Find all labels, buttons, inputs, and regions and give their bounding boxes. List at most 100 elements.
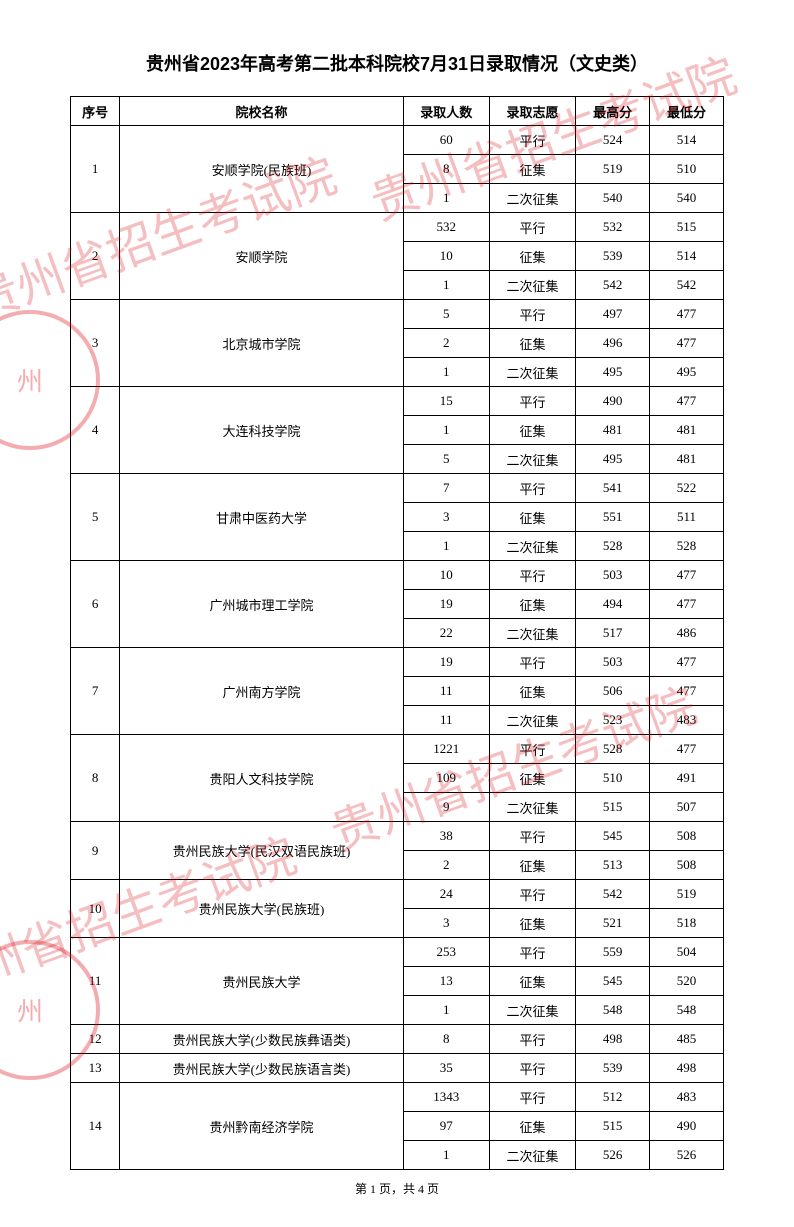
- table-row: 10贵州民族大学(民族班)24平行542519: [71, 880, 724, 909]
- cell-school-name: 大连科技学院: [120, 387, 403, 474]
- cell-count: 2: [403, 329, 489, 358]
- cell-type: 平行: [489, 938, 575, 967]
- cell-type: 征集: [489, 677, 575, 706]
- cell-school-name: 贵阳人文科技学院: [120, 735, 403, 822]
- cell-school-name: 贵州民族大学(民汉双语民族班): [120, 822, 403, 880]
- cell-school-name: 广州南方学院: [120, 648, 403, 735]
- stamp-text: 州: [17, 362, 43, 399]
- cell-type: 征集: [489, 764, 575, 793]
- page-title: 贵州省2023年高考第二批本科院校7月31日录取情况（文史类）: [70, 50, 724, 76]
- cell-count: 2: [403, 851, 489, 880]
- cell-low: 519: [650, 880, 724, 909]
- cell-count: 8: [403, 155, 489, 184]
- cell-high: 497: [576, 300, 650, 329]
- cell-index: 8: [71, 735, 120, 822]
- cell-count: 1221: [403, 735, 489, 764]
- cell-type: 征集: [489, 909, 575, 938]
- table-row: 7广州南方学院19平行503477: [71, 648, 724, 677]
- cell-low: 498: [650, 1054, 724, 1083]
- cell-type: 征集: [489, 590, 575, 619]
- cell-type: 征集: [489, 329, 575, 358]
- header-count: 录取人数: [403, 97, 489, 126]
- cell-type: 征集: [489, 503, 575, 532]
- cell-high: 548: [576, 996, 650, 1025]
- cell-low: 477: [650, 387, 724, 416]
- cell-low: 542: [650, 271, 724, 300]
- cell-high: 521: [576, 909, 650, 938]
- cell-type: 二次征集: [489, 1141, 575, 1170]
- cell-count: 8: [403, 1025, 489, 1054]
- cell-high: 517: [576, 619, 650, 648]
- cell-type: 征集: [489, 1112, 575, 1141]
- cell-high: 541: [576, 474, 650, 503]
- cell-index: 14: [71, 1083, 120, 1170]
- cell-low: 477: [650, 648, 724, 677]
- cell-count: 1: [403, 1141, 489, 1170]
- cell-count: 10: [403, 561, 489, 590]
- cell-high: 532: [576, 213, 650, 242]
- cell-high: 515: [576, 793, 650, 822]
- table-header-row: 序号 院校名称 录取人数 录取志愿 最高分 最低分: [71, 97, 724, 126]
- table-row: 11贵州民族大学253平行559504: [71, 938, 724, 967]
- cell-type: 征集: [489, 155, 575, 184]
- cell-school-name: 贵州民族大学(少数民族语言类): [120, 1054, 403, 1083]
- cell-low: 481: [650, 416, 724, 445]
- cell-school-name: 北京城市学院: [120, 300, 403, 387]
- header-low: 最低分: [650, 97, 724, 126]
- cell-school-name: 贵州民族大学(民族班): [120, 880, 403, 938]
- cell-index: 6: [71, 561, 120, 648]
- cell-high: 524: [576, 126, 650, 155]
- cell-low: 528: [650, 532, 724, 561]
- cell-high: 545: [576, 822, 650, 851]
- cell-high: 542: [576, 271, 650, 300]
- table-row: 14贵州黔南经济学院1343平行512483: [71, 1083, 724, 1112]
- cell-count: 97: [403, 1112, 489, 1141]
- cell-index: 4: [71, 387, 120, 474]
- cell-low: 477: [650, 590, 724, 619]
- cell-index: 7: [71, 648, 120, 735]
- cell-high: 506: [576, 677, 650, 706]
- table-row: 9贵州民族大学(民汉双语民族班)38平行545508: [71, 822, 724, 851]
- cell-index: 13: [71, 1054, 120, 1083]
- cell-low: 510: [650, 155, 724, 184]
- cell-high: 512: [576, 1083, 650, 1112]
- cell-high: 542: [576, 880, 650, 909]
- cell-high: 559: [576, 938, 650, 967]
- cell-count: 38: [403, 822, 489, 851]
- cell-high: 539: [576, 242, 650, 271]
- cell-high: 526: [576, 1141, 650, 1170]
- cell-count: 1: [403, 358, 489, 387]
- cell-low: 477: [650, 329, 724, 358]
- cell-type: 平行: [489, 561, 575, 590]
- admission-table: 序号 院校名称 录取人数 录取志愿 最高分 最低分 1安顺学院(民族班)60平行…: [70, 96, 724, 1170]
- cell-high: 515: [576, 1112, 650, 1141]
- table-row: 5甘肃中医药大学7平行541522: [71, 474, 724, 503]
- cell-index: 12: [71, 1025, 120, 1054]
- cell-count: 253: [403, 938, 489, 967]
- cell-type: 平行: [489, 474, 575, 503]
- cell-count: 1: [403, 416, 489, 445]
- cell-count: 1: [403, 184, 489, 213]
- table-row: 12贵州民族大学(少数民族彝语类)8平行498485: [71, 1025, 724, 1054]
- header-index: 序号: [71, 97, 120, 126]
- header-name: 院校名称: [120, 97, 403, 126]
- cell-high: 545: [576, 967, 650, 996]
- cell-low: 477: [650, 735, 724, 764]
- cell-high: 494: [576, 590, 650, 619]
- cell-low: 508: [650, 851, 724, 880]
- cell-high: 510: [576, 764, 650, 793]
- cell-type: 平行: [489, 648, 575, 677]
- cell-low: 508: [650, 822, 724, 851]
- cell-count: 7: [403, 474, 489, 503]
- cell-count: 1: [403, 996, 489, 1025]
- cell-type: 平行: [489, 300, 575, 329]
- cell-count: 22: [403, 619, 489, 648]
- cell-school-name: 贵州民族大学: [120, 938, 403, 1025]
- cell-low: 515: [650, 213, 724, 242]
- cell-count: 1343: [403, 1083, 489, 1112]
- cell-high: 495: [576, 358, 650, 387]
- cell-high: 495: [576, 445, 650, 474]
- cell-count: 5: [403, 300, 489, 329]
- table-row: 13贵州民族大学(少数民族语言类)35平行539498: [71, 1054, 724, 1083]
- cell-high: 481: [576, 416, 650, 445]
